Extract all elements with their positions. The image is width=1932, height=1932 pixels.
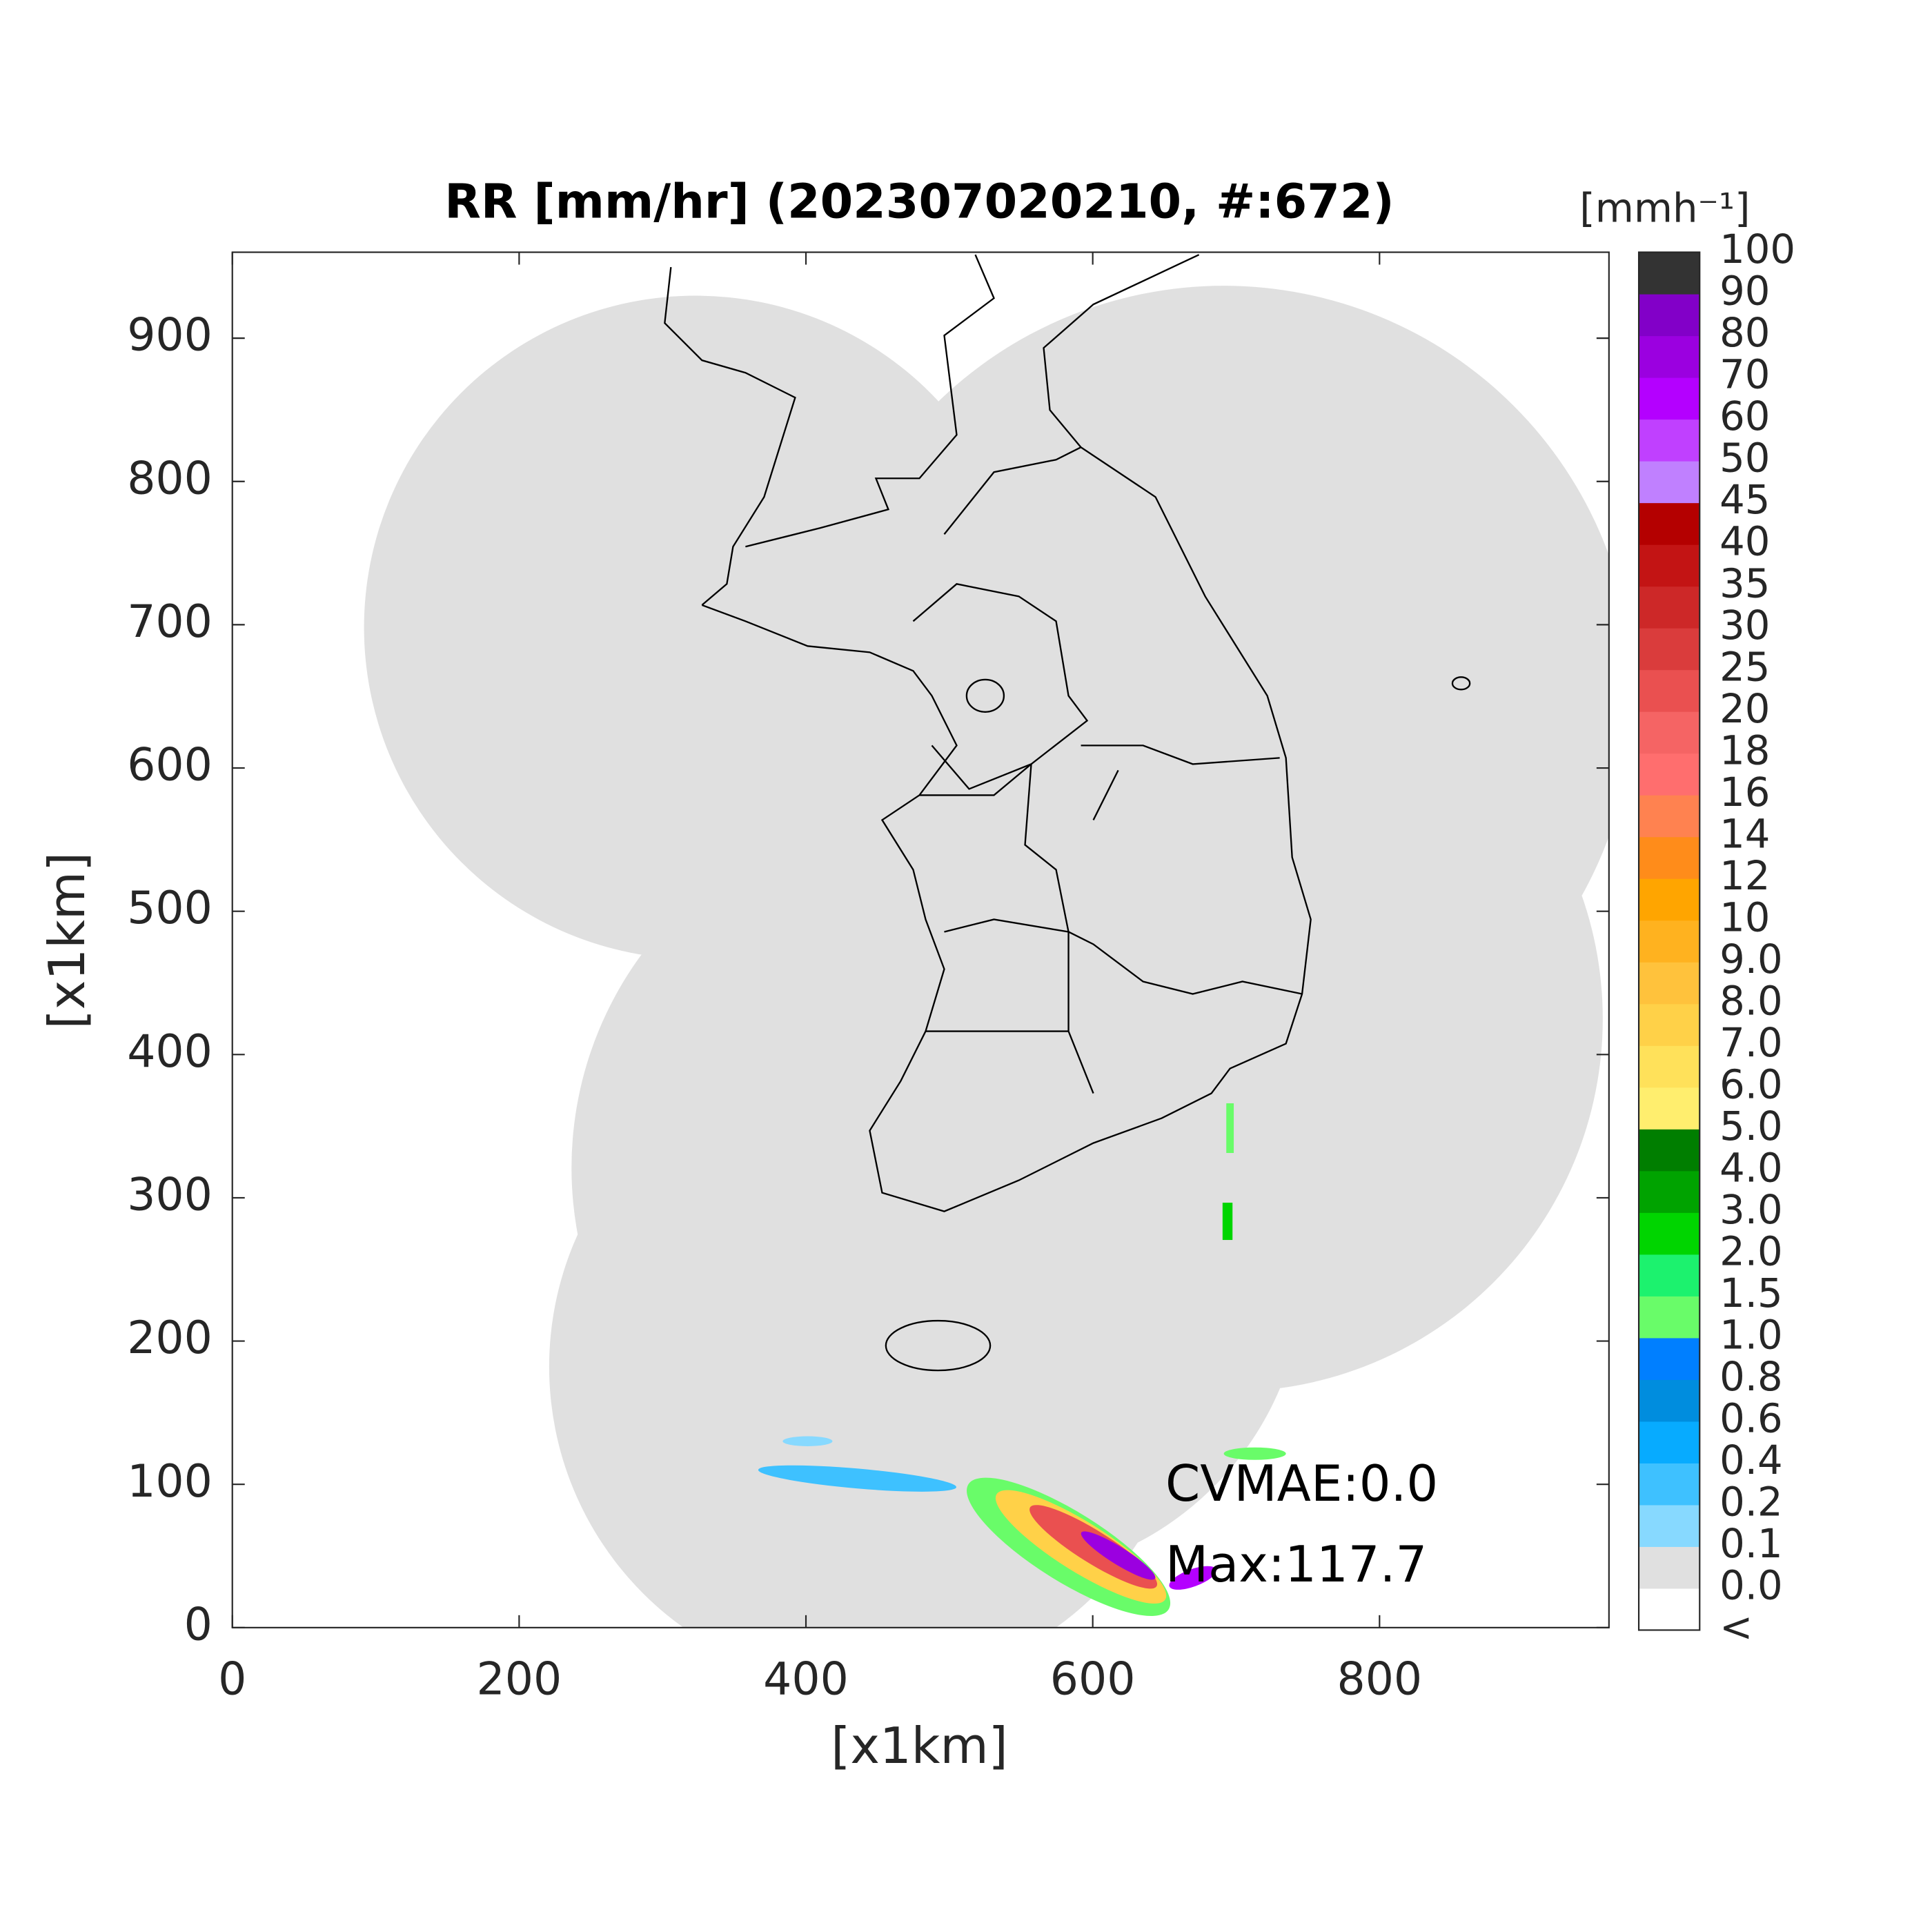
colorbar-bin — [1639, 1003, 1700, 1046]
colorbar-bin — [1639, 878, 1700, 921]
colorbar-tick-label: 0.8 — [1719, 1354, 1783, 1400]
colorbar-bin — [1639, 252, 1700, 295]
colorbar-bin — [1639, 502, 1700, 545]
colorbar-bin — [1639, 294, 1700, 337]
colorbar-tick-label: < — [1719, 1604, 1753, 1650]
colorbar-tick-label: 60 — [1719, 393, 1770, 440]
colorbar-tick-label: 90 — [1719, 268, 1770, 315]
colorbar-bin — [1639, 335, 1700, 378]
x-tick-label: 800 — [1337, 1654, 1422, 1706]
colorbar-tick-label: 5.0 — [1719, 1103, 1783, 1150]
y-tick-label: 0 — [184, 1599, 213, 1650]
colorbar-bin — [1639, 1254, 1700, 1297]
annotation: Max:117.7 — [1165, 1535, 1427, 1593]
colorbar-bin — [1639, 1129, 1700, 1172]
colorbar-tick-label: 80 — [1719, 310, 1770, 356]
radar-coverage — [364, 286, 1609, 1628]
x-tick-label: 600 — [1050, 1654, 1136, 1706]
colorbar-tick-label: 0.6 — [1719, 1396, 1783, 1442]
x-tick-label: 0 — [218, 1654, 246, 1706]
colorbar-tick-label: 9.0 — [1719, 936, 1783, 983]
colorbar-tick-label: 45 — [1719, 477, 1770, 523]
colorbar-tick-label: 8.0 — [1719, 978, 1783, 1024]
colorbar-tick-label: 7.0 — [1719, 1020, 1783, 1066]
colorbar-bin — [1639, 1337, 1700, 1380]
colorbar-bin — [1639, 419, 1700, 462]
colorbar-bin — [1639, 711, 1700, 754]
colorbar-tick-label: 10 — [1719, 894, 1770, 940]
colorbar-tick-label: 0.4 — [1719, 1437, 1783, 1483]
colorbar-bin — [1639, 586, 1700, 629]
y-tick-label: 900 — [127, 310, 213, 362]
map-field — [364, 254, 1609, 1628]
colorbar-bin — [1639, 377, 1700, 420]
y-axis-label: [x1km] — [38, 852, 96, 1029]
y-tick-label: 500 — [127, 883, 213, 934]
colorbar-bin — [1639, 753, 1700, 796]
x-axis-label: [x1km] — [831, 1717, 1007, 1775]
x-tick-label: 400 — [763, 1654, 849, 1706]
colorbar-tick-label: 14 — [1719, 811, 1770, 857]
colorbar-tick-label: 18 — [1719, 727, 1770, 773]
coastline — [664, 254, 1471, 1372]
colorbar-bin — [1639, 1588, 1700, 1630]
colorbar-tick-label: 0.2 — [1719, 1479, 1783, 1526]
colorbar-tick-label: 2.0 — [1719, 1228, 1783, 1274]
colorbar-tick-label: 12 — [1719, 853, 1770, 899]
colorbar-bin — [1639, 1421, 1700, 1463]
x-tick-label: 200 — [477, 1654, 562, 1706]
colorbar-bin — [1639, 1212, 1700, 1255]
colorbar-tick-label: 1.5 — [1719, 1270, 1783, 1317]
colorbar-bin — [1639, 1045, 1700, 1088]
chart-title: RR [mm/hr] (202307020210, #:672) — [444, 175, 1394, 230]
colorbar-tick-label: 0.0 — [1719, 1563, 1783, 1609]
y-tick-label: 200 — [127, 1312, 213, 1364]
colorbar-bin — [1639, 1170, 1700, 1213]
colorbar-bin — [1639, 1379, 1700, 1422]
colorbar-bin — [1639, 669, 1700, 712]
colorbar-frame — [1637, 251, 1701, 1631]
colorbar-bin — [1639, 1087, 1700, 1130]
rain-cells — [758, 1103, 1286, 1617]
colorbar-bin — [1639, 920, 1700, 963]
colorbar-tick-label: 100 — [1719, 226, 1795, 273]
colorbar-tick-label: 30 — [1719, 602, 1770, 649]
colorbar-tick-label: 40 — [1719, 519, 1770, 565]
colorbar-tick-label: 20 — [1719, 686, 1770, 732]
colorbar-tick-label: 16 — [1719, 769, 1770, 816]
colorbar-tick-label: 35 — [1719, 560, 1770, 607]
y-tick-label: 400 — [127, 1026, 213, 1078]
colorbar-tick-label: 0.1 — [1719, 1521, 1783, 1567]
plot-frame — [231, 251, 1610, 1628]
colorbar-tick-label: 25 — [1719, 644, 1770, 690]
colorbar-tick-label: 50 — [1719, 435, 1770, 482]
colorbar-bin — [1639, 1463, 1700, 1506]
colorbar-tick-label: 3.0 — [1719, 1187, 1783, 1233]
y-tick-label: 800 — [127, 453, 213, 504]
y-tick-label: 700 — [127, 596, 213, 648]
colorbar-bin — [1639, 836, 1700, 879]
colorbar-bin — [1639, 1546, 1700, 1589]
colorbar-bin — [1639, 461, 1700, 504]
annotation: CVMAE:0.0 — [1165, 1455, 1438, 1512]
colorbar-tick-label: 1.0 — [1719, 1312, 1783, 1358]
y-tick-label: 100 — [127, 1456, 213, 1508]
y-tick-label: 300 — [127, 1170, 213, 1221]
colorbar-bin — [1639, 795, 1700, 838]
colorbar-bin — [1639, 544, 1700, 587]
colorbar-label: [mmh⁻¹] — [1579, 186, 1750, 232]
colorbar-tick-label: 4.0 — [1719, 1145, 1783, 1191]
colorbar-bin — [1639, 962, 1700, 1005]
colorbar-tick-label: 6.0 — [1719, 1061, 1783, 1107]
y-tick-label: 600 — [127, 740, 213, 791]
colorbar-bin — [1639, 1504, 1700, 1547]
colorbar-bin — [1639, 628, 1700, 671]
colorbar-tick-label: 70 — [1719, 352, 1770, 398]
colorbar-bin — [1639, 1296, 1700, 1339]
